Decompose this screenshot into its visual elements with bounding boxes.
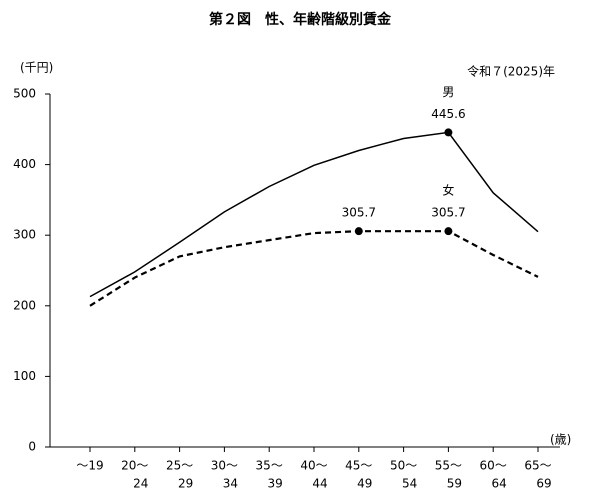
x-tick-label: 64 [492, 477, 507, 491]
series-name: 女 [442, 183, 454, 198]
x-tick-label: 30～ [211, 459, 238, 473]
y-tick-label: 300 [13, 228, 36, 242]
y-unit: (千円) [20, 61, 53, 75]
series-line [89, 131, 539, 298]
series-name: 男 [442, 85, 454, 99]
chart-title: 第２図 性、年齢階級別賃金 [209, 11, 392, 28]
x-tick-label: 20～ [121, 459, 148, 473]
x-tick-label: 24 [133, 477, 148, 491]
x-tick-label: 60～ [480, 459, 507, 473]
value-label: 305.7 [342, 206, 376, 220]
x-tick-label: 39 [268, 477, 283, 491]
point [444, 128, 453, 137]
y-tick-label: 400 [13, 157, 36, 171]
note: 令和７(2025)年 [467, 64, 555, 79]
x-tick-label: 69 [536, 477, 551, 491]
point [354, 227, 363, 236]
x-tick-label: 55～ [435, 459, 462, 473]
x-tick-label: 54 [402, 477, 417, 491]
x-tick-label: 50～ [390, 459, 417, 473]
x-tick-label: 65～ [524, 459, 551, 473]
x-tick-label: 25～ [166, 459, 193, 473]
point [444, 227, 453, 236]
value-label: 445.6 [431, 107, 465, 121]
x-unit: (歳) [550, 433, 571, 447]
x-tick-label: 40～ [300, 459, 327, 473]
y-tick-label: 500 [13, 87, 36, 101]
y-tick-label: 0 [28, 440, 36, 454]
x-tick-label: 59 [447, 477, 462, 491]
x-tick-label: 45～ [345, 459, 372, 473]
x-tick-label: 34 [223, 477, 238, 491]
series-line [89, 230, 539, 307]
x-tick-label: 49 [357, 477, 372, 491]
x-tick-label: 35～ [256, 459, 283, 473]
y-tick-label: 200 [13, 298, 36, 312]
y-tick-label: 100 [13, 369, 36, 383]
x-tick-label: ～19 [76, 459, 103, 473]
value-label: 305.7 [431, 206, 465, 220]
x-tick-label: 44 [312, 477, 327, 491]
x-tick-label: 29 [178, 477, 193, 491]
